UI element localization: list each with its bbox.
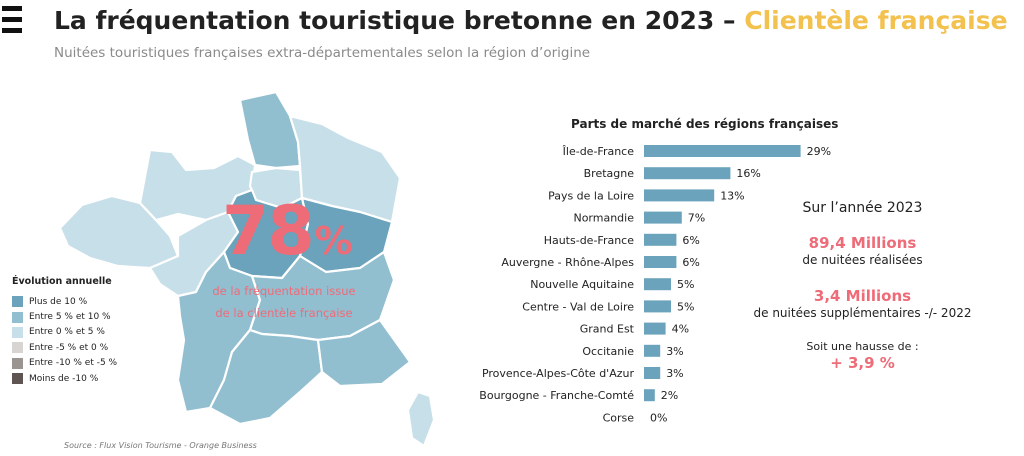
summary-rise-label: Soit une hausse de : <box>806 340 919 353</box>
page-subtitle: Nuitées touristiques françaises extra-dé… <box>54 45 591 61</box>
value-label: 29% <box>807 145 831 158</box>
value-label: 5% <box>677 300 694 313</box>
bar <box>644 167 731 180</box>
bar <box>644 278 671 291</box>
legend-swatch <box>12 373 23 385</box>
category-label: Normandie <box>573 212 634 225</box>
map-region-hauts-de-france <box>238 90 302 170</box>
value-label: 3% <box>666 345 683 358</box>
title-main: La fréquentation touristique bretonne en… <box>54 6 745 35</box>
value-label: 6% <box>682 256 699 269</box>
legend-label: Plus de 10 % <box>29 296 88 307</box>
category-label: Nouvelle Aquitaine <box>530 278 634 291</box>
category-label: Provence-Alpes-Côte d'Azur <box>482 367 635 380</box>
map-caption-line2: de la clientèle française <box>215 306 353 320</box>
legend-label: Entre -10 % et -5 % <box>29 358 118 369</box>
legend-label: Moins de -10 % <box>29 373 99 384</box>
headline-percentage: 78% <box>222 198 353 266</box>
category-label: Corse <box>603 411 635 424</box>
legend-item: Entre 0 % et 5 % <box>12 325 117 340</box>
source-note: Source : Flux Vision Tourisme - Orange B… <box>64 441 257 450</box>
category-label: Pays de la Loire <box>548 189 634 202</box>
map-caption: de la fréquentation issue de la clientèl… <box>200 280 368 324</box>
legend-item: Entre -10 % et -5 % <box>12 356 117 371</box>
bar <box>644 211 682 224</box>
legend: Évolution annuelle Plus de 10 % Entre 5 … <box>12 276 117 386</box>
legend-item: Plus de 10 % <box>12 294 117 309</box>
map-region-corse <box>406 390 436 448</box>
map-caption-line1: de la fréquentation issue <box>212 284 356 298</box>
category-label: Auvergne - Rhône-Alpes <box>501 256 634 269</box>
bar <box>644 145 801 157</box>
bar <box>644 300 671 313</box>
category-label: Île-de-France <box>562 145 635 158</box>
bar <box>644 389 655 402</box>
category-label: Occitanie <box>582 345 634 358</box>
category-label: Grand Est <box>580 323 635 336</box>
market-share-bar-chart: Île-de-France 29% Bretagne 16% Pays de la Lo… <box>479 145 831 424</box>
bar <box>644 344 661 357</box>
map-region-paca <box>316 318 412 388</box>
legend-swatch <box>12 342 23 354</box>
headline-unit: % <box>314 219 353 263</box>
value-label: 2% <box>661 389 678 402</box>
menu-icon[interactable] <box>2 6 22 46</box>
legend-swatch <box>12 326 23 338</box>
page-title: La fréquentation touristique bretonne en… <box>54 6 1008 35</box>
summary-year: Sur l’année 2023 <box>802 200 923 216</box>
value-label: 13% <box>720 189 744 202</box>
legend-item: Entre 5 % et 10 % <box>12 309 117 324</box>
legend-label: Entre -5 % et 0 % <box>29 342 109 353</box>
legend-title: Évolution annuelle <box>12 276 112 287</box>
legend-swatch <box>12 311 23 323</box>
legend-label: Entre 5 % et 10 % <box>29 312 111 323</box>
value-label: 5% <box>677 278 694 291</box>
category-label: Bretagne <box>584 167 635 180</box>
legend-label: Entre 0 % et 5 % <box>29 327 105 338</box>
bar <box>644 189 715 202</box>
headline-value: 78 <box>222 192 315 271</box>
summary-extra-label: de nuitées supplémentaires -/- 2022 <box>753 306 972 320</box>
map-region-bretagne <box>58 194 180 270</box>
bar <box>644 233 677 246</box>
map-region-occitanie <box>208 328 324 426</box>
bar <box>644 322 666 335</box>
legend-item: Moins de -10 % <box>12 371 117 386</box>
value-label: 4% <box>672 323 689 336</box>
title-accent: Clientèle française <box>744 6 1008 35</box>
legend-swatch <box>12 296 23 308</box>
summary-rise-value: + 3,9 % <box>830 354 895 372</box>
value-label: 7% <box>688 212 705 225</box>
category-label: Hauts-de-France <box>544 234 635 247</box>
category-label: Bourgogne - Franche-Comté <box>479 389 634 402</box>
summary-nights-value: 89,4 Millions <box>808 234 917 252</box>
value-label: 6% <box>682 234 699 247</box>
chart-title: Parts de marché des régions françaises <box>571 117 839 131</box>
category-label: Centre - Val de Loire <box>522 300 634 313</box>
bar <box>644 256 677 268</box>
summary-extra-value: 3,4 Millions <box>813 287 912 305</box>
value-label: 3% <box>666 367 683 380</box>
value-label: 0% <box>650 411 667 424</box>
summary-nights-label: de nuitées réalisées <box>802 253 923 267</box>
legend-item: Entre -5 % et 0 % <box>12 340 117 355</box>
bar <box>644 367 661 379</box>
value-label: 16% <box>736 167 760 180</box>
summary-panel: Sur l’année 2023 89,4 Millions de nuitée… <box>740 200 985 372</box>
legend-swatch <box>12 357 23 369</box>
